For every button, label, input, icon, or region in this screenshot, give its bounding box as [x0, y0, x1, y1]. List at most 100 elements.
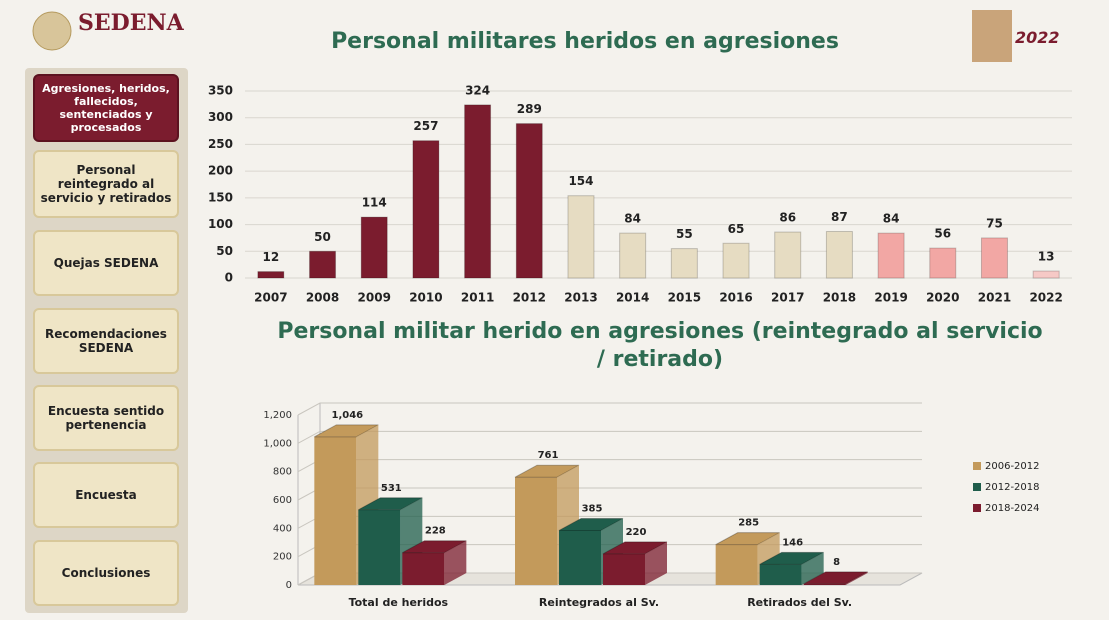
value-label: 531: [381, 483, 402, 494]
value-label: 228: [425, 526, 446, 537]
nav-button[interactable]: Encuesta sentido pertenencia: [33, 385, 179, 451]
x-tick-label: 2008: [306, 291, 339, 305]
bar: [257, 271, 285, 279]
bar: [877, 232, 905, 279]
y-tick-label: 100: [208, 217, 233, 231]
value-label: 1,046: [332, 410, 364, 421]
x-tick-label: 2009: [358, 291, 391, 305]
bar-side: [801, 552, 824, 585]
bar: [759, 564, 802, 585]
nav-button[interactable]: Agresiones, heridos, fallecidos, sentenc…: [33, 74, 179, 142]
bar: [464, 104, 492, 279]
legend-swatch: [973, 462, 981, 470]
bar: [603, 553, 645, 585]
bar: [825, 231, 853, 279]
bar: [309, 250, 337, 279]
value-label: 12: [262, 250, 279, 264]
bar-side: [645, 541, 667, 585]
value-label: 55: [676, 227, 693, 241]
value-label: 257: [413, 119, 438, 133]
legend-swatch: [973, 483, 981, 491]
nav-button[interactable]: Quejas SEDENA: [33, 230, 179, 296]
value-label: 65: [728, 222, 745, 236]
y-tick-label: 50: [216, 244, 233, 258]
x-tick-label: Total de heridos: [349, 596, 449, 609]
y-tick-label: 1,000: [263, 438, 292, 449]
value-label: 385: [582, 503, 603, 514]
x-tick-label: 2011: [461, 291, 494, 305]
bar: [515, 123, 543, 279]
bar: [358, 509, 401, 585]
legend-label: 2006-2012: [985, 461, 1040, 472]
bar: [774, 231, 802, 279]
nav-button[interactable]: Conclusiones: [33, 540, 179, 606]
value-label: 146: [782, 537, 803, 548]
value-label: 13: [1038, 250, 1055, 264]
value-label: 289: [517, 102, 542, 116]
bar: [402, 552, 445, 585]
x-tick-label: 2012: [513, 291, 546, 305]
y-tick-label: 150: [208, 190, 233, 204]
y-tick-label: 600: [273, 495, 292, 506]
bar: [567, 195, 595, 279]
y-tick-label: 200: [208, 164, 233, 178]
value-label: 84: [624, 212, 641, 226]
value-label: 56: [934, 227, 951, 241]
bar: [314, 436, 357, 585]
value-label: 220: [626, 527, 647, 538]
bar: [722, 242, 750, 279]
value-label: 84: [883, 212, 900, 226]
bar: [1032, 270, 1060, 279]
emblem: [32, 11, 72, 51]
x-tick-label: 2014: [616, 291, 649, 305]
x-tick-label: 2018: [823, 291, 856, 305]
portrait: [972, 10, 1012, 62]
x-tick-label: 2010: [409, 291, 442, 305]
value-label: 86: [779, 211, 796, 225]
value-label: 87: [831, 210, 848, 224]
x-tick-label: 2015: [668, 291, 701, 305]
y-tick-label: 400: [273, 523, 292, 534]
bar: [803, 583, 846, 585]
y-tick-label: 200: [273, 552, 292, 563]
logo: SEDENA: [78, 10, 184, 36]
bar: [670, 248, 698, 279]
x-tick-label: 2021: [978, 291, 1011, 305]
legend-swatch: [973, 504, 981, 512]
chart-title: Personal militares heridos en agresiones: [331, 29, 839, 54]
value-label: 761: [538, 450, 559, 461]
value-label: 114: [362, 196, 387, 210]
y-tick-label: 0: [286, 580, 292, 591]
nav-button[interactable]: Recomendaciones SEDENA: [33, 308, 179, 374]
x-tick-label: 2017: [771, 291, 804, 305]
grid-line: [297, 430, 922, 444]
bar: [619, 232, 647, 279]
x-tick-label: 2013: [564, 291, 597, 305]
bar: [412, 140, 440, 279]
bar-side: [845, 571, 868, 585]
value-label: 8: [833, 557, 840, 568]
grid-line: [297, 459, 922, 473]
value-label: 285: [738, 518, 759, 529]
value-label: 154: [568, 174, 593, 188]
nav-button[interactable]: Encuesta: [33, 462, 179, 528]
value-label: 324: [465, 83, 490, 97]
value-label: 75: [986, 216, 1003, 230]
x-tick-label: 2016: [719, 291, 752, 305]
legend-label: 2012-2018: [985, 482, 1040, 493]
bar: [929, 247, 957, 279]
legend-label: 2018-2024: [985, 503, 1040, 514]
x-tick-label: 2007: [254, 291, 287, 305]
bar: [559, 530, 601, 585]
y-tick-label: 0: [225, 271, 233, 285]
value-label: 50: [314, 230, 331, 244]
bar: [715, 544, 758, 585]
y-tick-label: 300: [208, 110, 233, 124]
x-tick-label: Retirados del Sv.: [747, 596, 852, 609]
x-tick-label: Reintegrados al Sv.: [539, 596, 659, 609]
bar: [980, 237, 1008, 279]
nav-button[interactable]: Personal reintegrado al servicio y retir…: [33, 150, 179, 218]
y-tick-label: 800: [273, 467, 292, 478]
chart-title: Personal militar herido en agresiones (r…: [277, 319, 1043, 372]
bar: [360, 216, 388, 279]
